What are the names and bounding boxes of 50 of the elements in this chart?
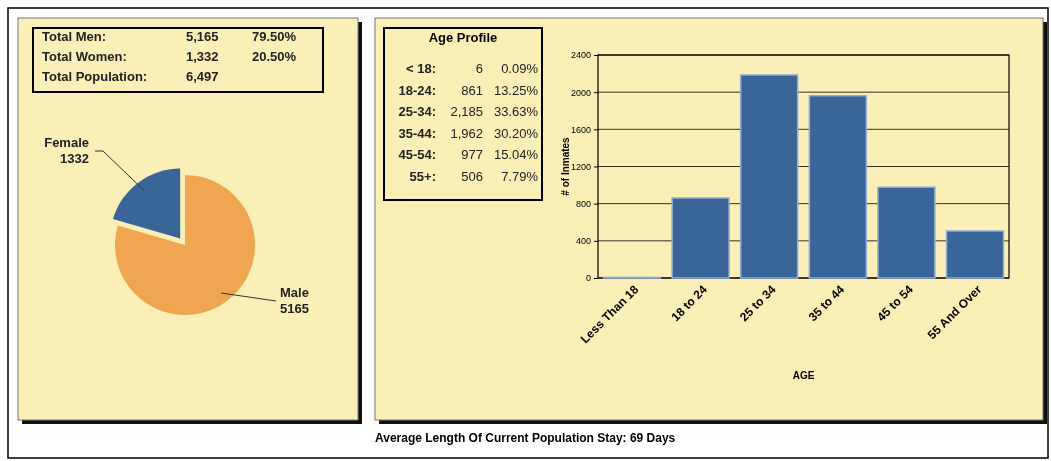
text: 861: [461, 82, 483, 98]
text: 1,962: [450, 125, 483, 141]
text: 6,497: [186, 69, 219, 84]
text: Age Profile: [428, 30, 498, 45]
text: 0.09%: [501, 61, 539, 76]
text: 30.20%: [493, 125, 539, 141]
text: 1,332: [186, 49, 219, 64]
text: 13.25%: [493, 82, 539, 98]
x-tick-label: 18 to 24: [668, 282, 711, 325]
text: < 18:: [406, 61, 436, 76]
x-tick-label: 35 to 44: [805, 282, 848, 325]
y-axis-title: # of Inmates: [560, 136, 571, 196]
text: 79.50%: [252, 29, 297, 44]
y-tick-label: 800: [575, 199, 591, 210]
y-tick-label: 2400: [570, 50, 591, 61]
text: 506: [461, 168, 483, 184]
text: 6: [475, 61, 483, 76]
text: 2,185: [450, 104, 483, 119]
bar: [671, 197, 730, 279]
text: 5,165: [186, 29, 219, 44]
text: 33.63%: [493, 104, 539, 119]
x-axis-title: AGE: [792, 370, 815, 381]
bar: [808, 94, 868, 279]
text: 35-44:: [398, 125, 436, 141]
text: Average Length Of Current Population Stay: 69 Days: [375, 431, 676, 445]
data-label: 5165: [280, 301, 309, 316]
data-label: 1332: [60, 151, 89, 166]
text: 20.50%: [252, 49, 297, 64]
text: Total Men:: [42, 29, 107, 44]
y-tick-label: 1200: [570, 161, 591, 172]
slice-label: Male: [280, 285, 309, 300]
y-tick-label: 400: [575, 236, 591, 247]
text: 25-34:: [398, 104, 436, 119]
text: Total Population:: [42, 69, 148, 84]
bar: [877, 186, 936, 279]
slice-label: Female: [44, 135, 89, 150]
text: 55+:: [409, 168, 436, 184]
text: 7.79%: [501, 168, 539, 184]
text: 977: [461, 147, 483, 162]
bar: [945, 230, 1005, 279]
y-tick-label: 2000: [570, 87, 591, 98]
text: 18-24:: [398, 82, 436, 98]
y-tick-label: 1600: [570, 124, 591, 135]
x-tick-label: 45 to 54: [874, 282, 916, 325]
bar: [739, 74, 799, 279]
y-tick-label: 0: [585, 273, 591, 284]
text: 45-54:: [398, 147, 436, 162]
text: Total Women:: [42, 49, 127, 64]
x-tick-label: 25 to 34: [737, 282, 779, 325]
text: 15.04%: [493, 147, 539, 162]
